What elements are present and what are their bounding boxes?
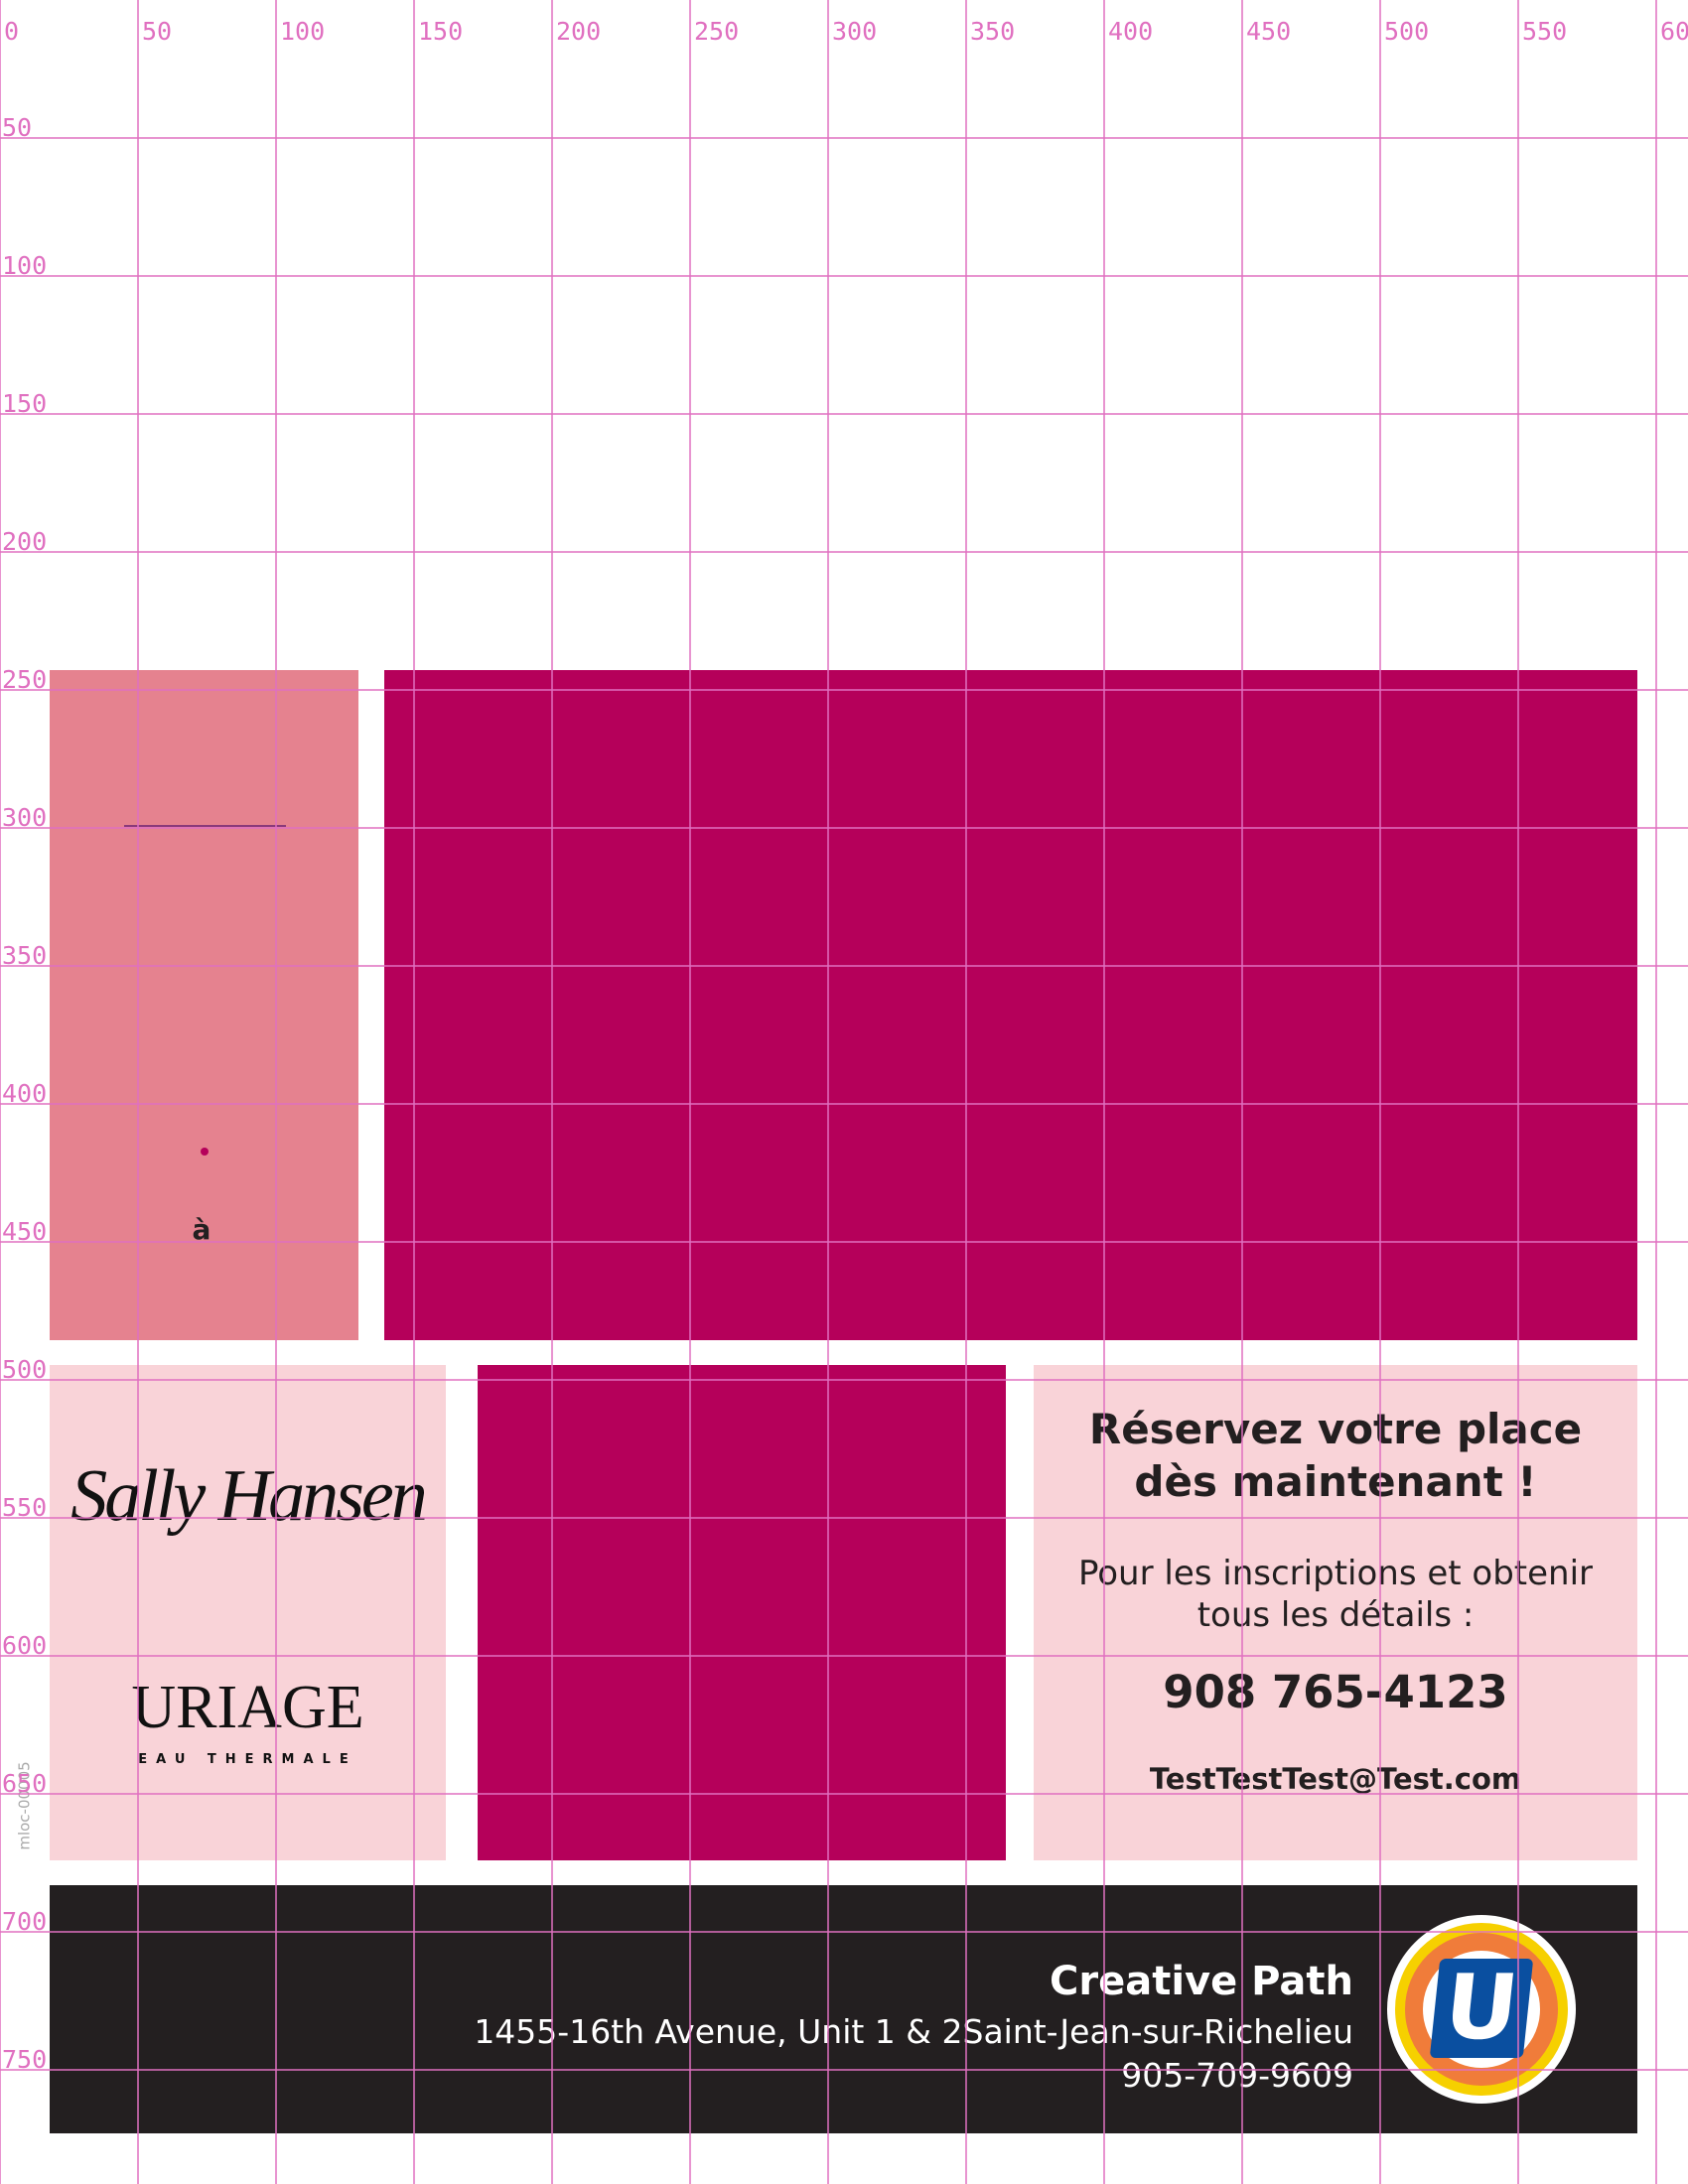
ruler-label: 400 (2, 1079, 47, 1108)
ruler-label: 100 (280, 17, 325, 46)
ruler-label: 500 (1384, 17, 1429, 46)
ruler-label: 700 (2, 1907, 47, 1936)
body-text: Pour les inscriptions et obtenir (1077, 1554, 1594, 1593)
sally-hansen-logo: Sally Hansen (70, 1455, 428, 1537)
symbol: à (192, 1213, 211, 1246)
image-block (478, 1365, 1006, 1860)
ruler-label: 150 (2, 389, 47, 418)
footer: Creative Path 1455-16th Avenue, Unit 1 &… (50, 1885, 1637, 2133)
uriage-logo: URIAGE (131, 1674, 364, 1741)
ruler-label: 350 (2, 941, 47, 970)
address: 1455-16th Avenue, Unit 1 & 2Saint-Jean-s… (474, 2012, 1353, 2051)
ruler-label: 300 (2, 803, 47, 832)
ruler-label: 550 (1522, 17, 1567, 46)
ruler-label: 750 (2, 2045, 47, 2074)
logo-panel (50, 1365, 446, 1860)
info-panel: Réservez votre place dès maintenant ! Po… (1034, 1365, 1637, 1860)
phone: 908 765-4123 (1163, 1666, 1508, 1718)
ruler-label: 450 (2, 1217, 47, 1246)
ruler-label: 400 (1108, 17, 1153, 46)
ruler-label: 250 (694, 17, 739, 46)
ruler-label: 600 (1660, 17, 1688, 46)
ruler-label: 100 (2, 251, 47, 280)
heading: Réservez votre place (1088, 1405, 1583, 1453)
phone: 905-709-9609 (1121, 2056, 1353, 2095)
body-text: tous les détails : (1196, 1595, 1475, 1635)
image-block (384, 670, 1637, 1340)
store-logo: U (1387, 1915, 1576, 2104)
ruler-label: 350 (970, 17, 1015, 46)
ruler-label: 150 (418, 17, 463, 46)
ruler-label: 200 (2, 527, 47, 556)
rule (124, 825, 286, 827)
ruler-label: 300 (832, 17, 877, 46)
ruler-label: 200 (556, 17, 601, 46)
ruler-label: 250 (2, 665, 47, 694)
ruler-label: 650 (2, 1769, 47, 1798)
ruler-label: 450 (1246, 17, 1291, 46)
uriage-tagline: EAU THERMALE (138, 1752, 357, 1767)
ruler-label: 550 (2, 1493, 47, 1522)
ruler-label: 0 (4, 17, 19, 46)
email: TestTestTest@Test.com (1149, 1762, 1522, 1796)
dot (201, 1148, 209, 1156)
store-name: Creative Path (1050, 1959, 1353, 2004)
ruler-label: 50 (142, 17, 172, 46)
ruler-label: 50 (2, 113, 32, 142)
ruler-label: 600 (2, 1631, 47, 1660)
heading: dès maintenant ! (1134, 1457, 1537, 1506)
ruler-label: 500 (2, 1355, 47, 1384)
pink-panel (50, 670, 358, 1340)
